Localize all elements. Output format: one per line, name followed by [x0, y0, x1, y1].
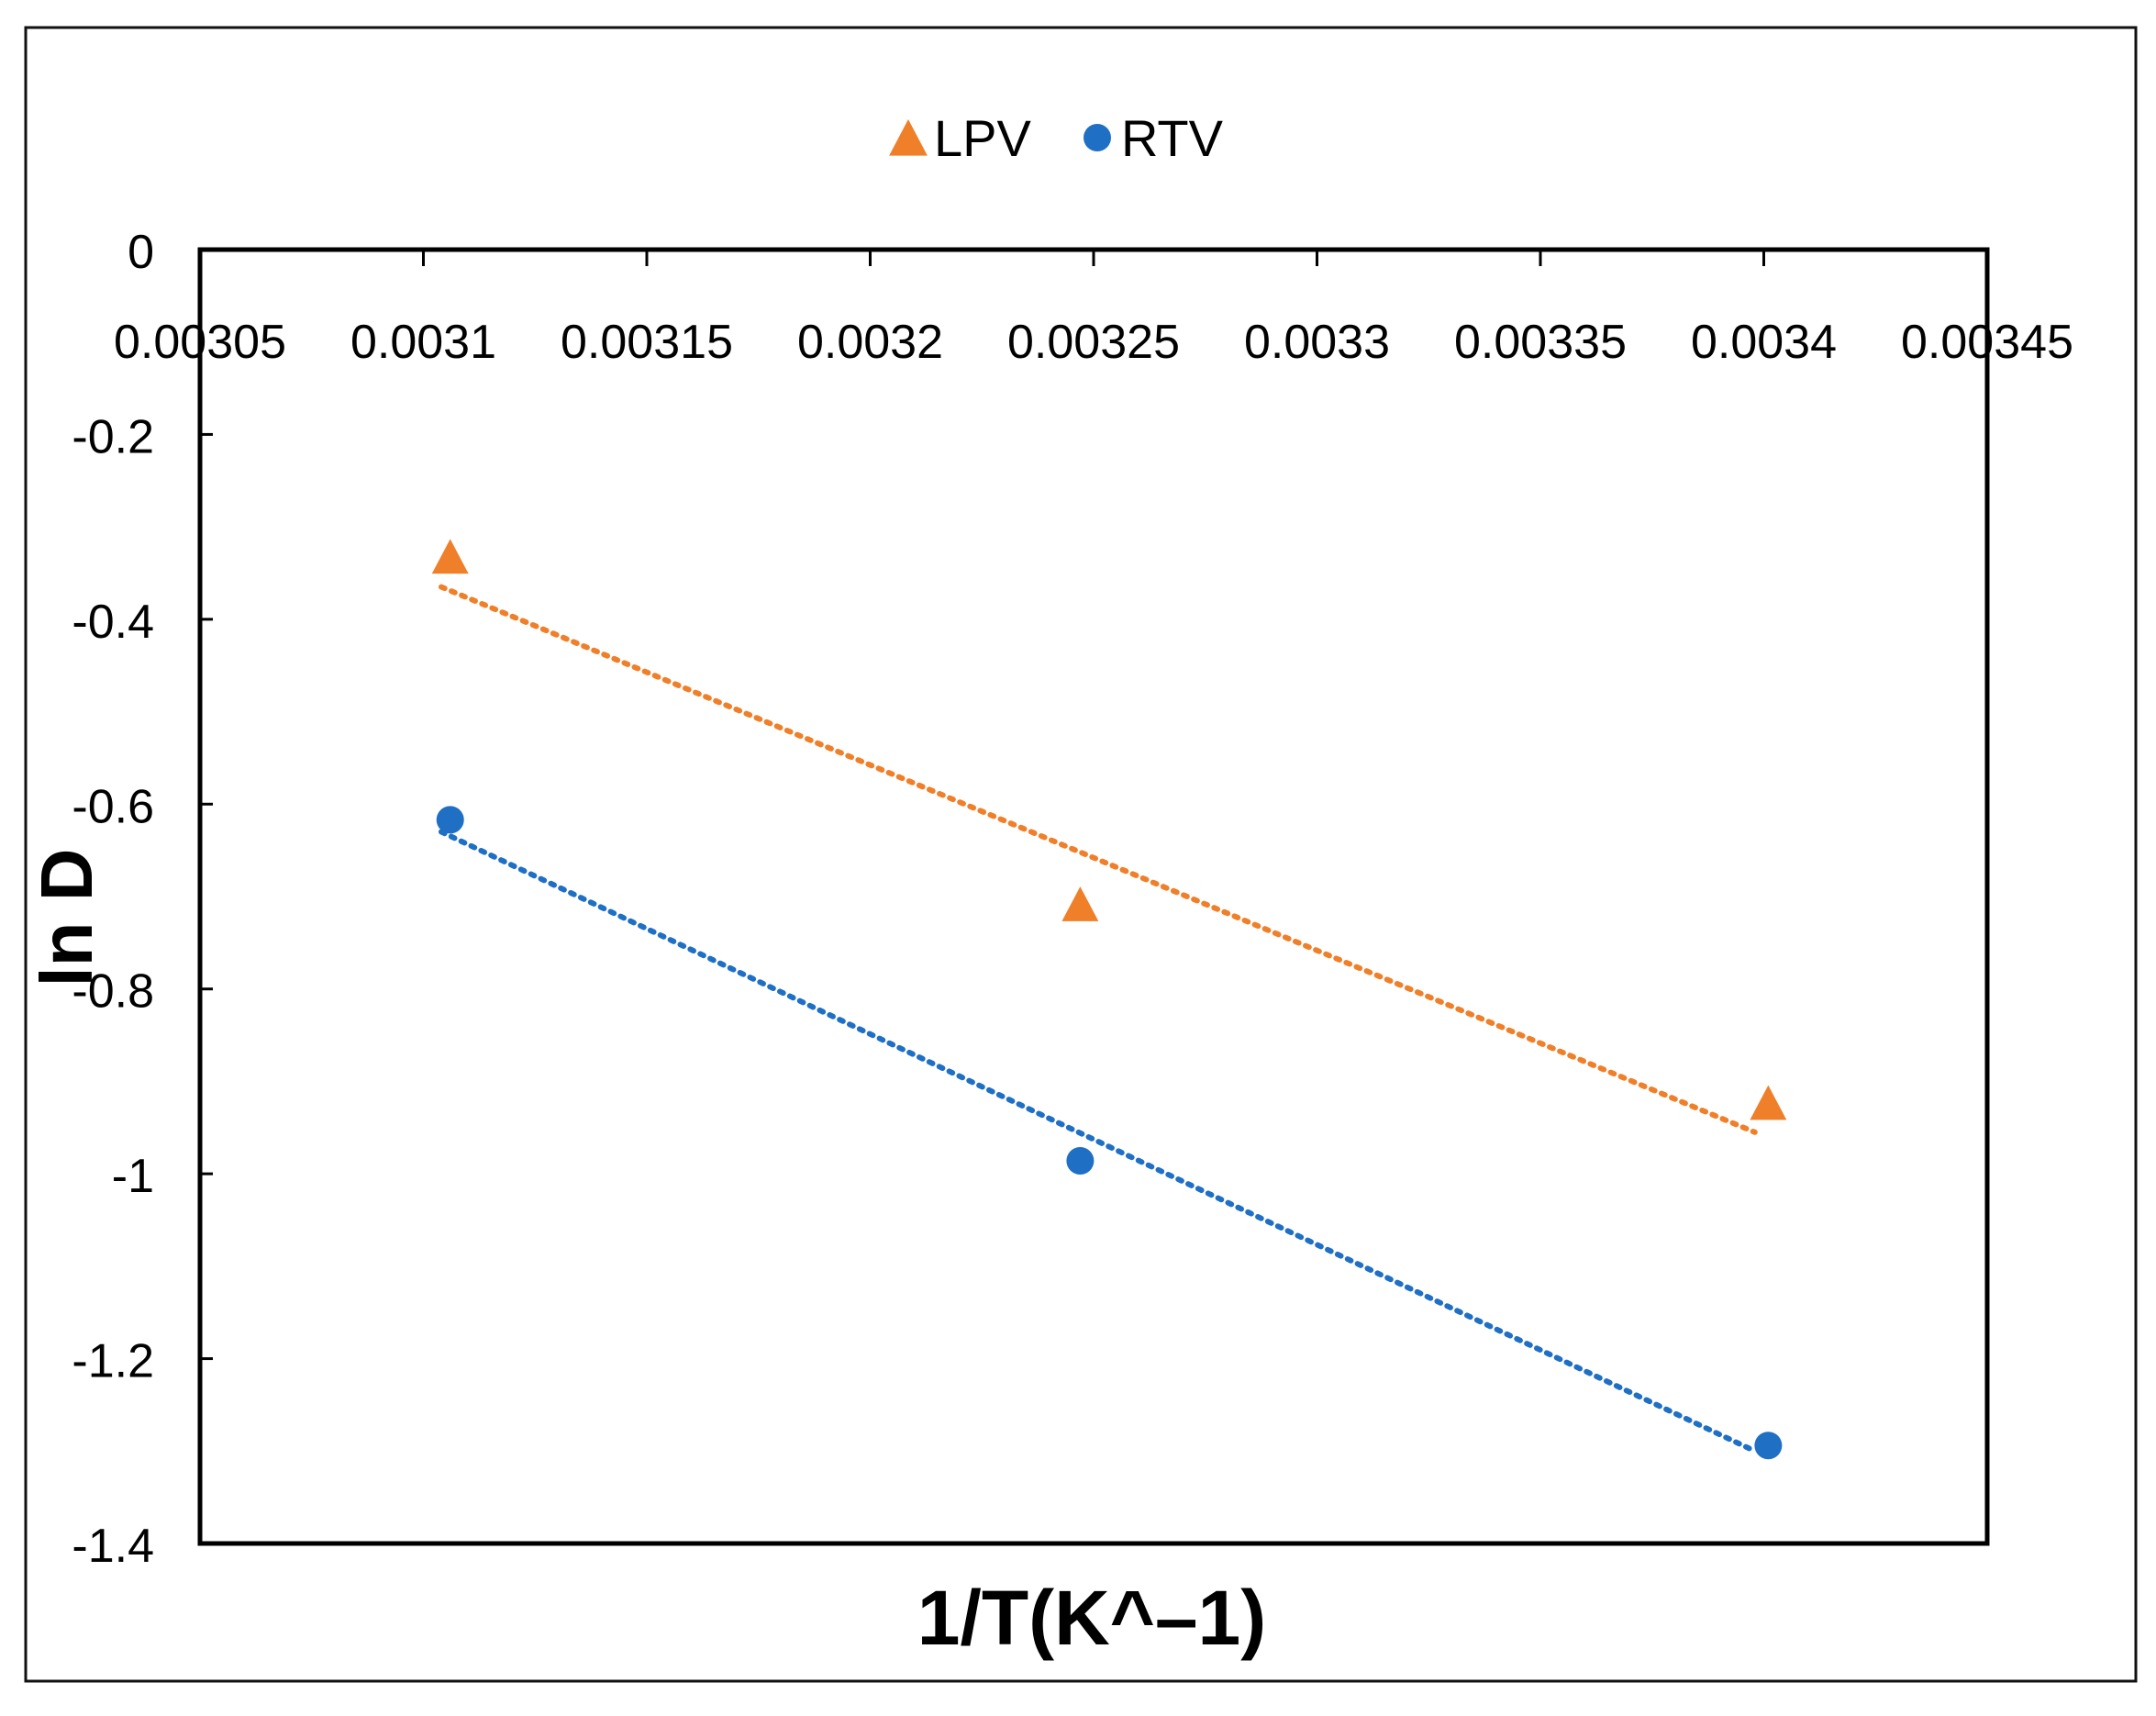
x-tick-label: 0.0031 — [350, 316, 496, 369]
data-point-lpv — [1750, 1085, 1787, 1120]
plot-area — [197, 247, 1990, 1546]
trendline-rtv — [438, 829, 1758, 1454]
y-axis-tick-labels: 0 -0.2 -0.4 -0.6 -0.8 -1 -1.2 -1.4 — [72, 226, 154, 1573]
x-tick-label: 0.00335 — [1454, 316, 1627, 369]
outer-frame — [24, 26, 2138, 1683]
data-point-rtv — [436, 806, 464, 834]
x-axis-tick-labels: 0.00305 0.0031 0.00315 0.0032 0.00325 0.0033 0… — [114, 316, 2073, 369]
y-tick-label: -1.2 — [72, 1335, 154, 1388]
y-tick-label: -0.6 — [72, 780, 154, 833]
legend-swatch-lpv — [889, 119, 928, 156]
y-tick-label: -0.8 — [72, 965, 154, 1019]
data-markers — [431, 539, 1787, 1460]
y-tick-label: 0 — [128, 226, 154, 279]
x-tick-label: 0.00325 — [1007, 316, 1180, 369]
x-tick-label: 0.00315 — [561, 316, 733, 369]
y-tick-label: -0.4 — [72, 596, 154, 649]
legend: LPV RTV — [889, 109, 1224, 167]
data-point-lpv — [1061, 886, 1099, 921]
data-point-rtv — [1066, 1147, 1095, 1176]
data-point-rtv — [1754, 1432, 1783, 1460]
trendline-lpv — [438, 584, 1758, 1135]
legend-swatch-rtv — [1084, 124, 1111, 151]
legend-label-lpv: LPV — [934, 109, 1031, 167]
y-axis-title: ln D — [26, 848, 107, 986]
x-tick-label: 0.0033 — [1244, 316, 1390, 369]
x-tick-label: 0.0034 — [1691, 316, 1837, 369]
y-tick-label: -0.2 — [72, 410, 154, 463]
trendlines — [438, 584, 1758, 1454]
legend-label-rtv: RTV — [1121, 109, 1224, 167]
x-tick-label: 0.00305 — [114, 316, 286, 369]
y-tick-label: -1.4 — [72, 1520, 154, 1573]
x-axis-title: 1/T(K^–1) — [917, 1575, 1266, 1661]
data-point-lpv — [431, 539, 469, 574]
y-tick-label: -1 — [112, 1150, 154, 1203]
x-tick-label: 0.00345 — [1901, 316, 2073, 369]
x-tick-label: 0.0032 — [797, 316, 943, 369]
